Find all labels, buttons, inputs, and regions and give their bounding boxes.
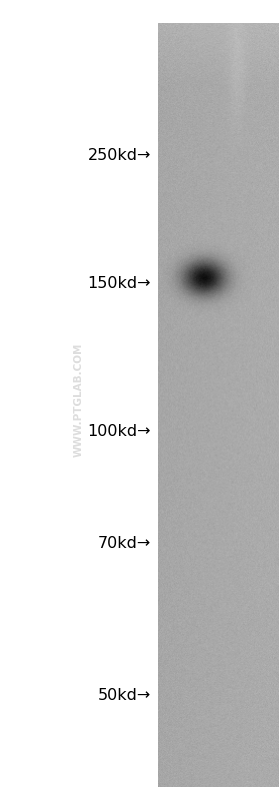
Text: 70kd→: 70kd→ [98,535,151,551]
Text: WWW.PTGLAB.COM: WWW.PTGLAB.COM [73,342,83,457]
Text: 50kd→: 50kd→ [98,687,151,702]
Text: 100kd→: 100kd→ [88,424,151,439]
Text: 150kd→: 150kd→ [88,276,151,291]
Text: 250kd→: 250kd→ [88,148,151,162]
